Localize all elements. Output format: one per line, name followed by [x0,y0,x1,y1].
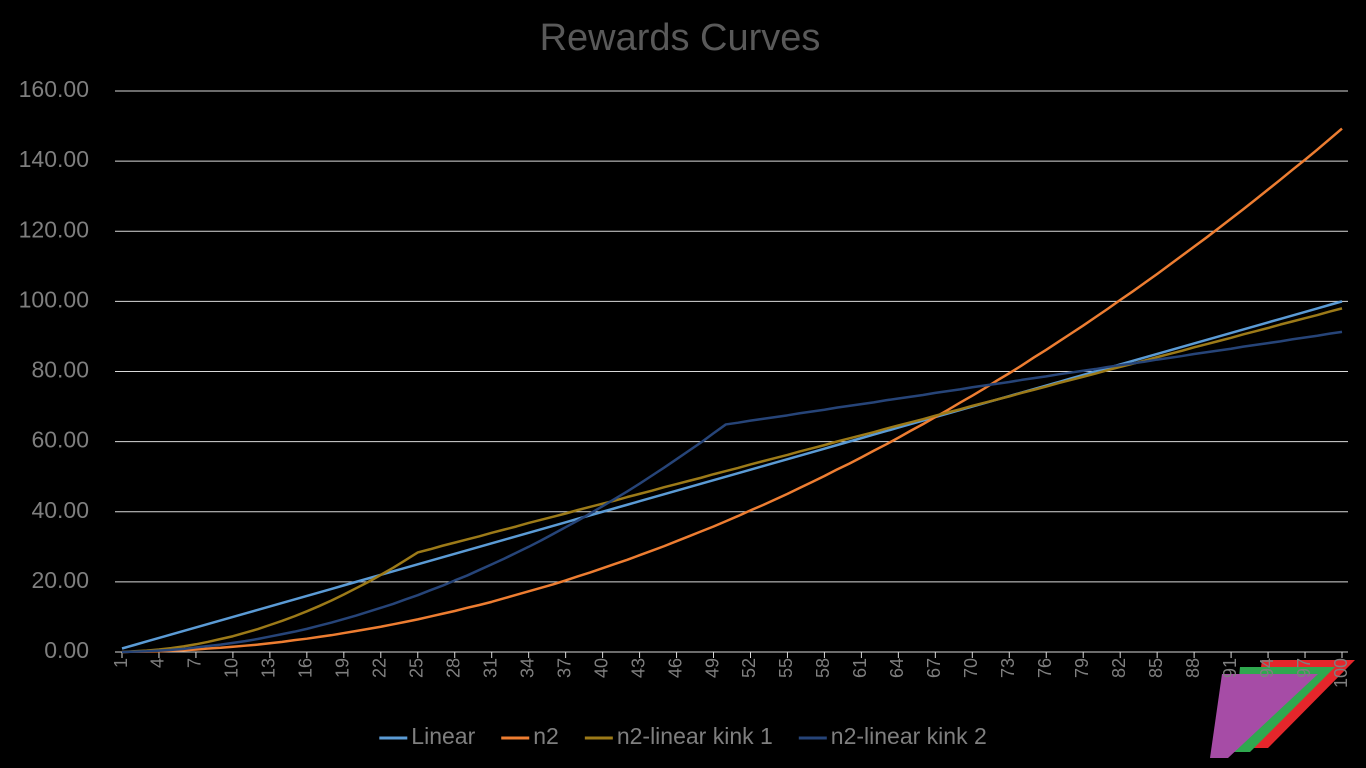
x-tick-label: 19 [333,658,353,678]
x-tick-label: 82 [1109,658,1129,678]
x-tick-label: 61 [850,658,870,678]
legend-item: n2-linear kink 1 [584,723,773,749]
logo [1210,660,1355,758]
y-tick-label: 100.00 [19,286,89,312]
y-tick-label: 40.00 [31,497,89,523]
x-tick-label: 67 [924,658,944,678]
legend-label: n2-linear kink 2 [831,723,987,749]
y-tick-label: 80.00 [31,357,89,383]
x-tick-label: 49 [702,658,722,678]
legend-item: n2 [501,723,559,749]
x-tick-label: 40 [591,658,611,678]
x-tick-label: 22 [370,658,390,678]
x-tick-label: 55 [776,658,796,678]
x-tick-label: 7 [185,658,205,668]
x-tick-label: 16 [296,658,316,678]
legend: Linear n2 n2-linear kink 1 n2-linear kink 2 [379,723,987,749]
x-tick-label: 43 [628,658,648,678]
y-tick-label: 60.00 [31,427,89,453]
x-tick-label: 94 [1257,658,1277,678]
legend-label: n2 [533,723,559,749]
x-tick-label: 52 [739,658,759,678]
x-tick-label: 13 [259,658,279,678]
x-tick-label: 88 [1183,658,1203,678]
x-tick-label: 25 [407,658,427,678]
legend-item: n2-linear kink 2 [798,723,987,749]
y-tick-label: 160.00 [19,76,89,102]
y-tick-label: 20.00 [31,567,89,593]
y-tick-label: 120.00 [19,216,89,242]
x-tick-label: 31 [480,658,500,678]
x-tick-label: 4 [148,658,168,668]
x-tick-label: 58 [813,658,833,678]
series-line [121,127,1343,654]
chart-title: Rewards Curves [540,17,821,59]
legend-item: Linear [379,723,476,749]
x-tick-label: 79 [1072,658,1092,678]
x-tick-label: 97 [1294,658,1314,678]
series-line [121,300,1343,650]
x-tick-label: 34 [517,658,537,678]
x-tick-label: 70 [961,658,981,678]
y-tick-label: 0.00 [44,637,89,663]
y-tick-label: 140.00 [19,146,89,172]
x-tick-label: 37 [554,658,574,678]
x-tick-label: 76 [1035,658,1055,678]
x-tick-label: 73 [998,658,1018,678]
x-tick-label: 85 [1146,658,1166,678]
legend-label: Linear [411,723,475,749]
x-tick-label: 64 [887,658,907,678]
series-line [121,330,1343,654]
x-tick-label: 46 [665,658,685,678]
legend-label: n2-linear kink 1 [617,723,773,749]
x-tick-label: 100 [1331,658,1351,688]
x-tick-label: 91 [1220,658,1240,678]
x-tick-label: 28 [443,658,463,678]
x-tick-label: 10 [222,658,242,678]
x-tick-label: 1 [111,658,131,668]
